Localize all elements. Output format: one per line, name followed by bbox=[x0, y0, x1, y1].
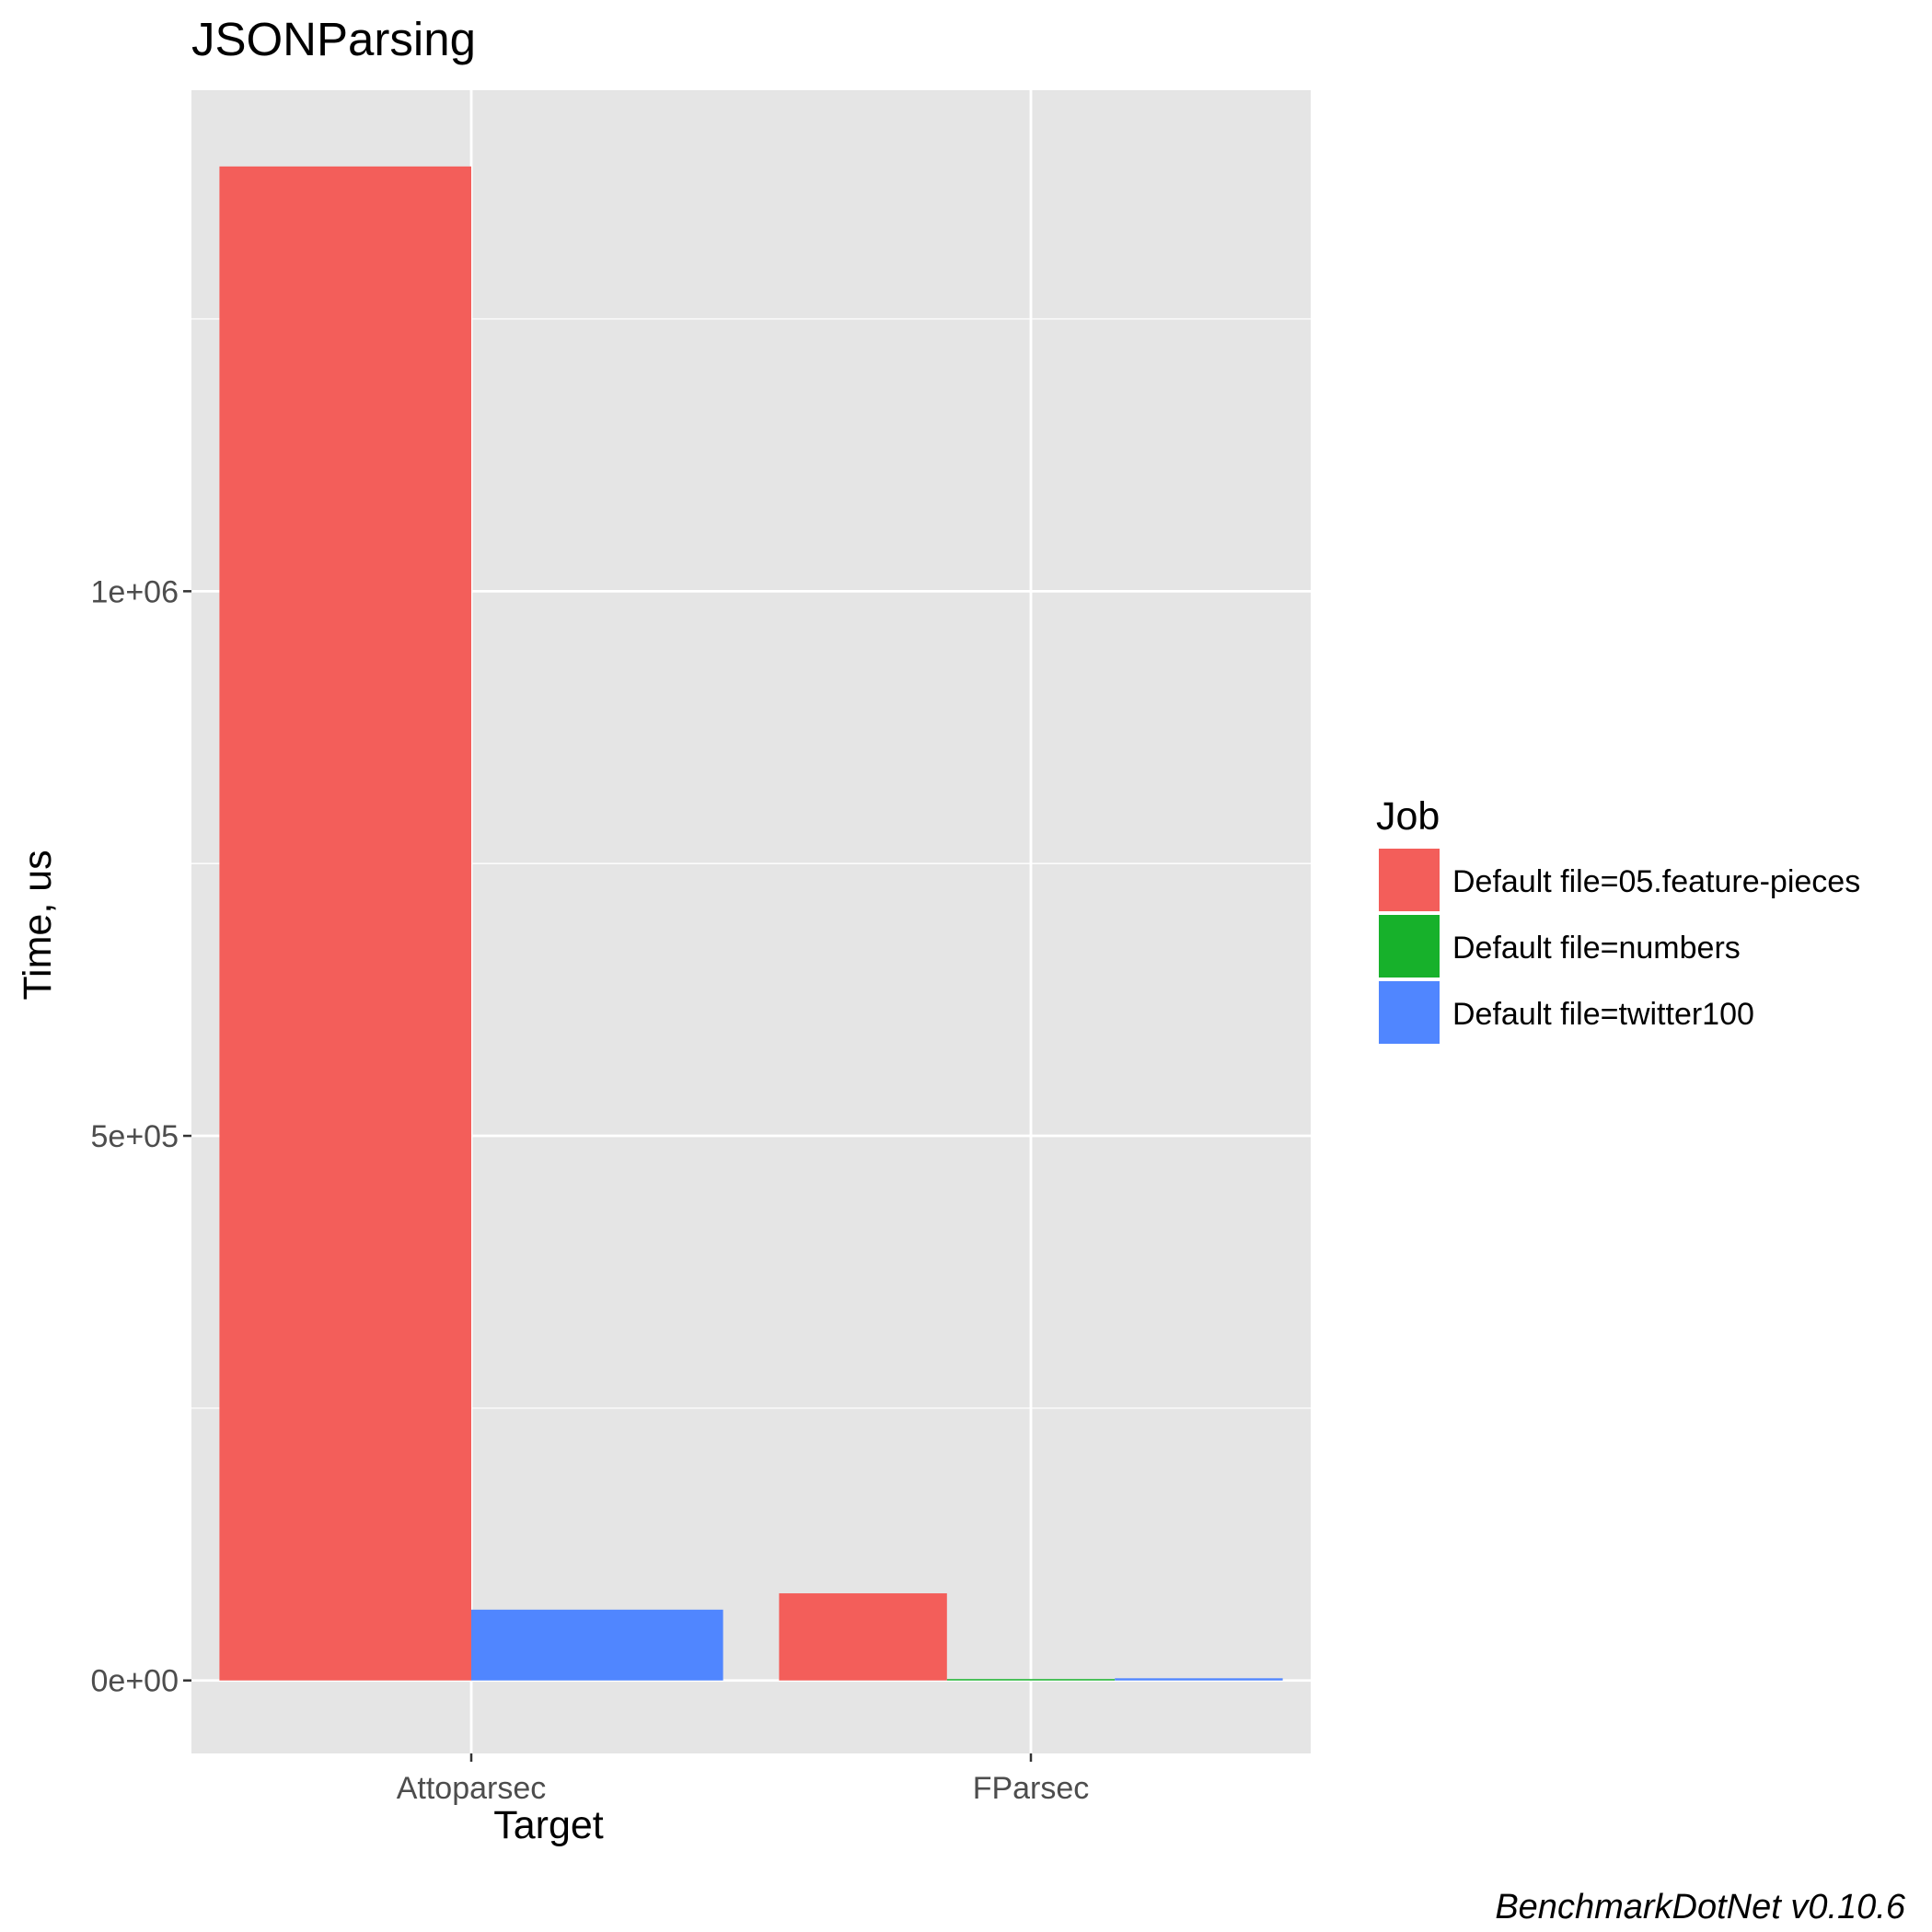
x-tick-label: FParsec bbox=[973, 1771, 1090, 1806]
legend-title: Job bbox=[1376, 794, 1440, 839]
x-axis-title: Target bbox=[493, 1803, 604, 1847]
bar bbox=[779, 1593, 947, 1681]
legend-label: Default file=05.feature-pieces bbox=[1452, 864, 1860, 899]
bar bbox=[1115, 1678, 1283, 1681]
chart-title: JSONParsing bbox=[191, 13, 476, 65]
bar bbox=[471, 1609, 723, 1681]
bars bbox=[219, 166, 1283, 1681]
y-axis-title: Time, us bbox=[16, 850, 60, 1000]
legend-label: Default file=twitter100 bbox=[1452, 997, 1754, 1032]
legend-key bbox=[1379, 981, 1440, 1044]
y-tick-label: 1e+06 bbox=[91, 574, 179, 609]
y-tick-label: 0e+00 bbox=[91, 1664, 179, 1699]
x-axis: Attoparsec FParsec bbox=[397, 1753, 1090, 1806]
legend: Job Default file=05.feature-pieces Defaul… bbox=[1376, 794, 1860, 1044]
legend-key bbox=[1379, 915, 1440, 978]
y-tick-label: 5e+05 bbox=[91, 1119, 179, 1154]
caption: BenchmarkDotNet v0.10.6 bbox=[1495, 1888, 1906, 1926]
x-tick-label: Attoparsec bbox=[397, 1771, 547, 1806]
bar bbox=[946, 1679, 1116, 1681]
legend-label: Default file=numbers bbox=[1452, 931, 1741, 966]
bar bbox=[219, 166, 471, 1681]
y-axis: 0e+00 5e+05 1e+06 bbox=[91, 574, 191, 1699]
legend-key bbox=[1379, 849, 1440, 911]
